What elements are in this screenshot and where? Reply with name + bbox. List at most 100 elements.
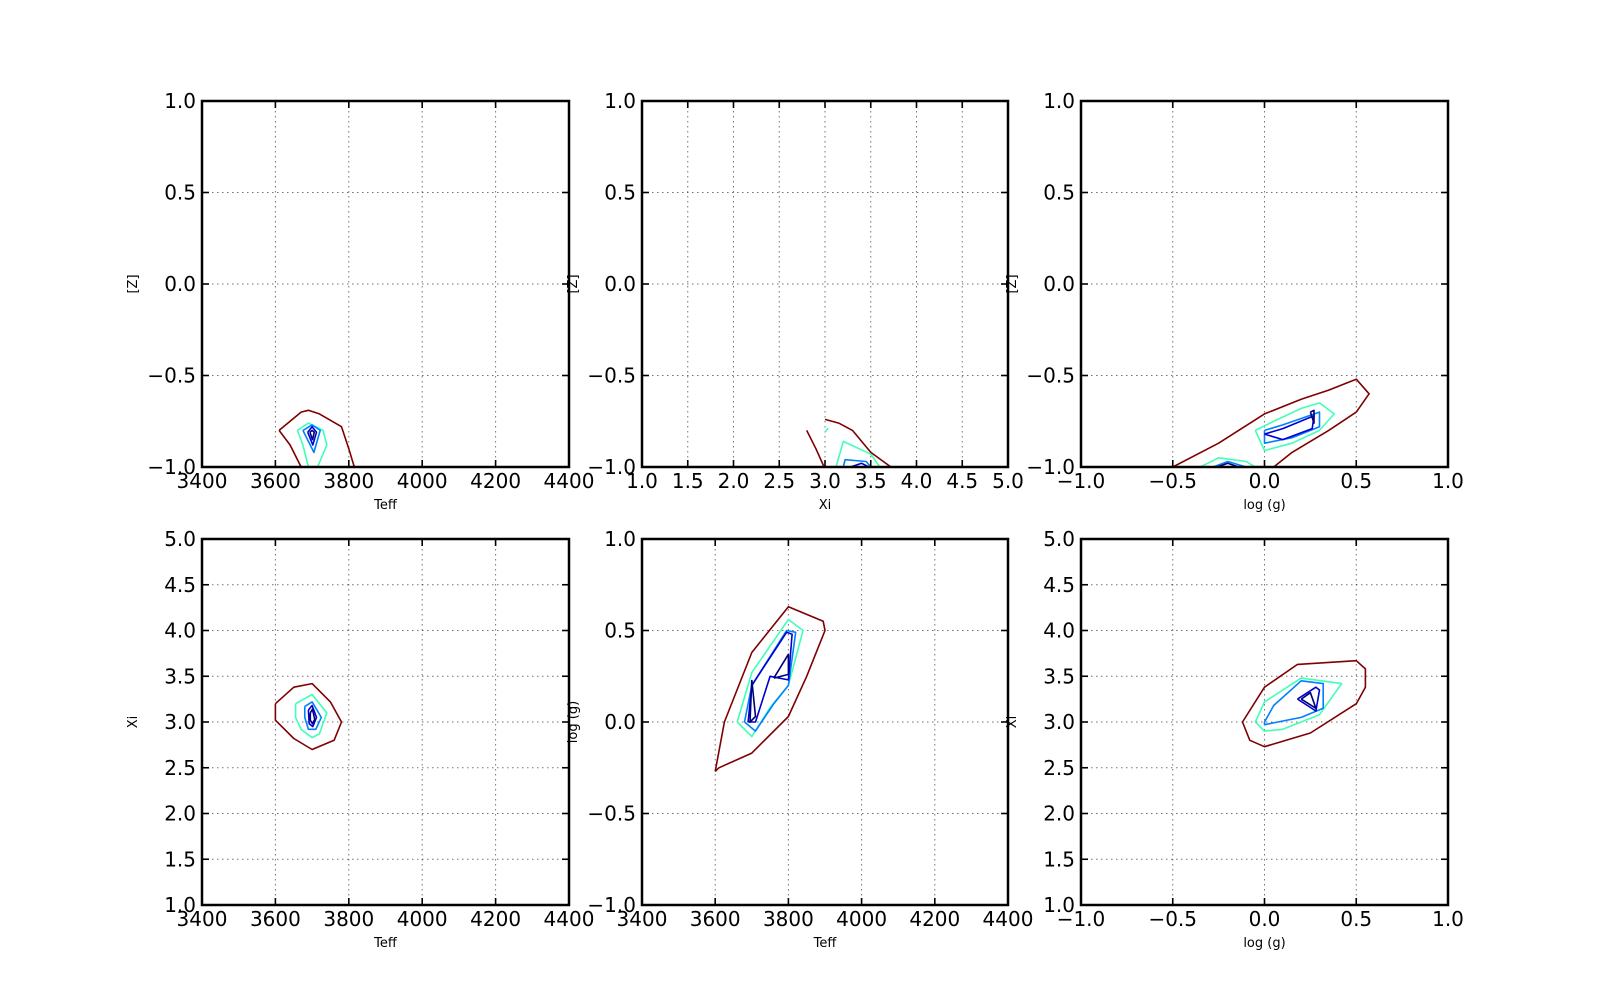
contour-line	[835, 440, 881, 467]
x-tick-label: 4200	[470, 469, 521, 493]
y-tick-label: 1.0	[604, 527, 636, 551]
y-tick-label: −0.5	[587, 364, 636, 388]
x-tick-label: 4.5	[946, 469, 978, 493]
x-tick-label: 4400	[544, 907, 595, 931]
subplot-teff-vs-logg: 3400 3600 3800 4000 4200 4400 −1.0 −0.5 0.0 0.5 1.…	[566, 527, 1033, 951]
x-tick-label: −1.0	[1057, 907, 1106, 931]
contour-line	[1212, 460, 1247, 467]
x-tick-label: 3.0	[809, 469, 841, 493]
x-tick-label: 0.0	[1249, 469, 1281, 493]
y-tick-label: 0.0	[604, 710, 636, 734]
contour-line	[749, 679, 757, 723]
contour-line	[1300, 691, 1317, 710]
x-tick-label: 3.5	[855, 469, 887, 493]
y-tick-label: 2.5	[1043, 756, 1075, 780]
y-tick-label: 2.5	[164, 756, 196, 780]
y-tick-label: −1.0	[587, 893, 636, 917]
x-tick-label: 3800	[323, 469, 374, 493]
contour-line	[1254, 677, 1343, 732]
y-tick-label: −0.5	[1026, 364, 1075, 388]
subplot-logg-vs-z: −1.0 −0.5 0.0 0.5 1.0 −1.0 −0.5 0.0 0.5 1.0 log (g…	[1005, 89, 1464, 513]
contour-group	[1172, 378, 1370, 467]
x-tick-label: −0.5	[1148, 907, 1197, 931]
axes-frame	[1079, 537, 1450, 907]
x-tick-label: 1.0	[1432, 469, 1464, 493]
x-tick-label: 0.5	[1340, 469, 1372, 493]
contour-line	[824, 427, 829, 433]
x-tick-label: 3400	[177, 907, 228, 931]
contour-line	[773, 653, 790, 679]
y-axis-label: log (g)	[566, 701, 581, 743]
x-axis-label: log (g)	[1243, 936, 1285, 951]
y-tick-label: −0.5	[587, 802, 636, 826]
y-tick-label: 1.0	[604, 89, 636, 113]
y-tick-label: 4.5	[164, 573, 196, 597]
subplot-xi-vs-z: 1.0 1.5 2.0 2.5 3.0 3.5 4.0 4.5 5.0 −1.0 −0.5 0.0 0.…	[566, 89, 1024, 513]
y-tick-label: 1.0	[164, 89, 196, 113]
x-tick-label: 4400	[544, 469, 595, 493]
x-tick-label: 4400	[983, 907, 1034, 931]
contour-line	[278, 429, 302, 467]
y-tick-label: 4.0	[1043, 619, 1075, 643]
contour-line	[1199, 456, 1256, 467]
y-tick-label: 0.5	[604, 181, 636, 205]
y-tick-label: 0.0	[164, 272, 196, 296]
x-tick-label: 4000	[397, 907, 448, 931]
x-axis-label: Teff	[373, 498, 398, 513]
x-tick-label: 0.0	[1249, 907, 1281, 931]
y-tick-label: −1.0	[587, 455, 636, 479]
axes-frame	[1079, 99, 1450, 469]
x-tick-label: 3400	[617, 907, 668, 931]
x-tick-label: 3600	[690, 907, 741, 931]
contour-group	[278, 409, 356, 467]
y-tick-label: −1.0	[147, 455, 196, 479]
contour-line	[296, 430, 310, 467]
axes-frame	[640, 99, 1010, 469]
subplot-teff-vs-z: 3400 3600 3800 4000 4200 4400 −1.0 −0.5 0.0 0.5 1.…	[126, 89, 594, 513]
contour-line	[274, 682, 343, 751]
x-tick-label: 1.0	[626, 469, 658, 493]
contour-line	[303, 701, 323, 731]
contour-line	[302, 424, 322, 454]
y-tick-label: 3.5	[1043, 664, 1075, 688]
x-tick-label: 1.0	[1432, 907, 1464, 931]
x-axis-label: Xi	[819, 498, 832, 513]
x-tick-label: 0.5	[1340, 907, 1372, 931]
x-tick-label: 4.0	[901, 469, 933, 493]
axes-frame	[200, 537, 571, 907]
x-tick-label: 3600	[250, 469, 301, 493]
contour-line	[1241, 659, 1367, 748]
contour-line	[714, 605, 826, 772]
contour-line	[1263, 411, 1321, 445]
x-tick-label: 2.5	[763, 469, 795, 493]
contour-group	[274, 682, 343, 751]
x-tick-label: 3800	[763, 907, 814, 931]
contour-line	[309, 429, 316, 441]
y-tick-label: −0.5	[147, 364, 196, 388]
axes-frame	[640, 537, 1010, 907]
x-tick-label: 3400	[177, 469, 228, 493]
y-tick-label: 1.5	[164, 847, 196, 871]
x-tick-label: −1.0	[1057, 469, 1106, 493]
contour-group	[805, 418, 892, 467]
y-tick-label: 0.0	[1043, 272, 1075, 296]
contour-line	[1309, 409, 1315, 424]
y-axis-label: [Z]	[1005, 274, 1020, 293]
contour-line	[1263, 679, 1324, 726]
contour-line	[278, 409, 356, 467]
y-tick-label: 0.5	[1043, 181, 1075, 205]
x-axis-label: log (g)	[1243, 498, 1285, 513]
y-tick-label: 5.0	[164, 527, 196, 551]
contour-group	[714, 605, 826, 772]
y-tick-label: 3.0	[1043, 710, 1075, 734]
y-tick-label: 1.0	[164, 893, 196, 917]
y-tick-label: −1.0	[1026, 455, 1075, 479]
contour-line	[747, 631, 793, 723]
contour-line	[1254, 402, 1335, 452]
y-tick-label: 3.5	[164, 664, 196, 688]
x-tick-label: 4200	[470, 907, 521, 931]
contour-group	[1241, 659, 1367, 748]
x-tick-label: 2.0	[718, 469, 750, 493]
x-tick-label: −0.5	[1148, 469, 1197, 493]
